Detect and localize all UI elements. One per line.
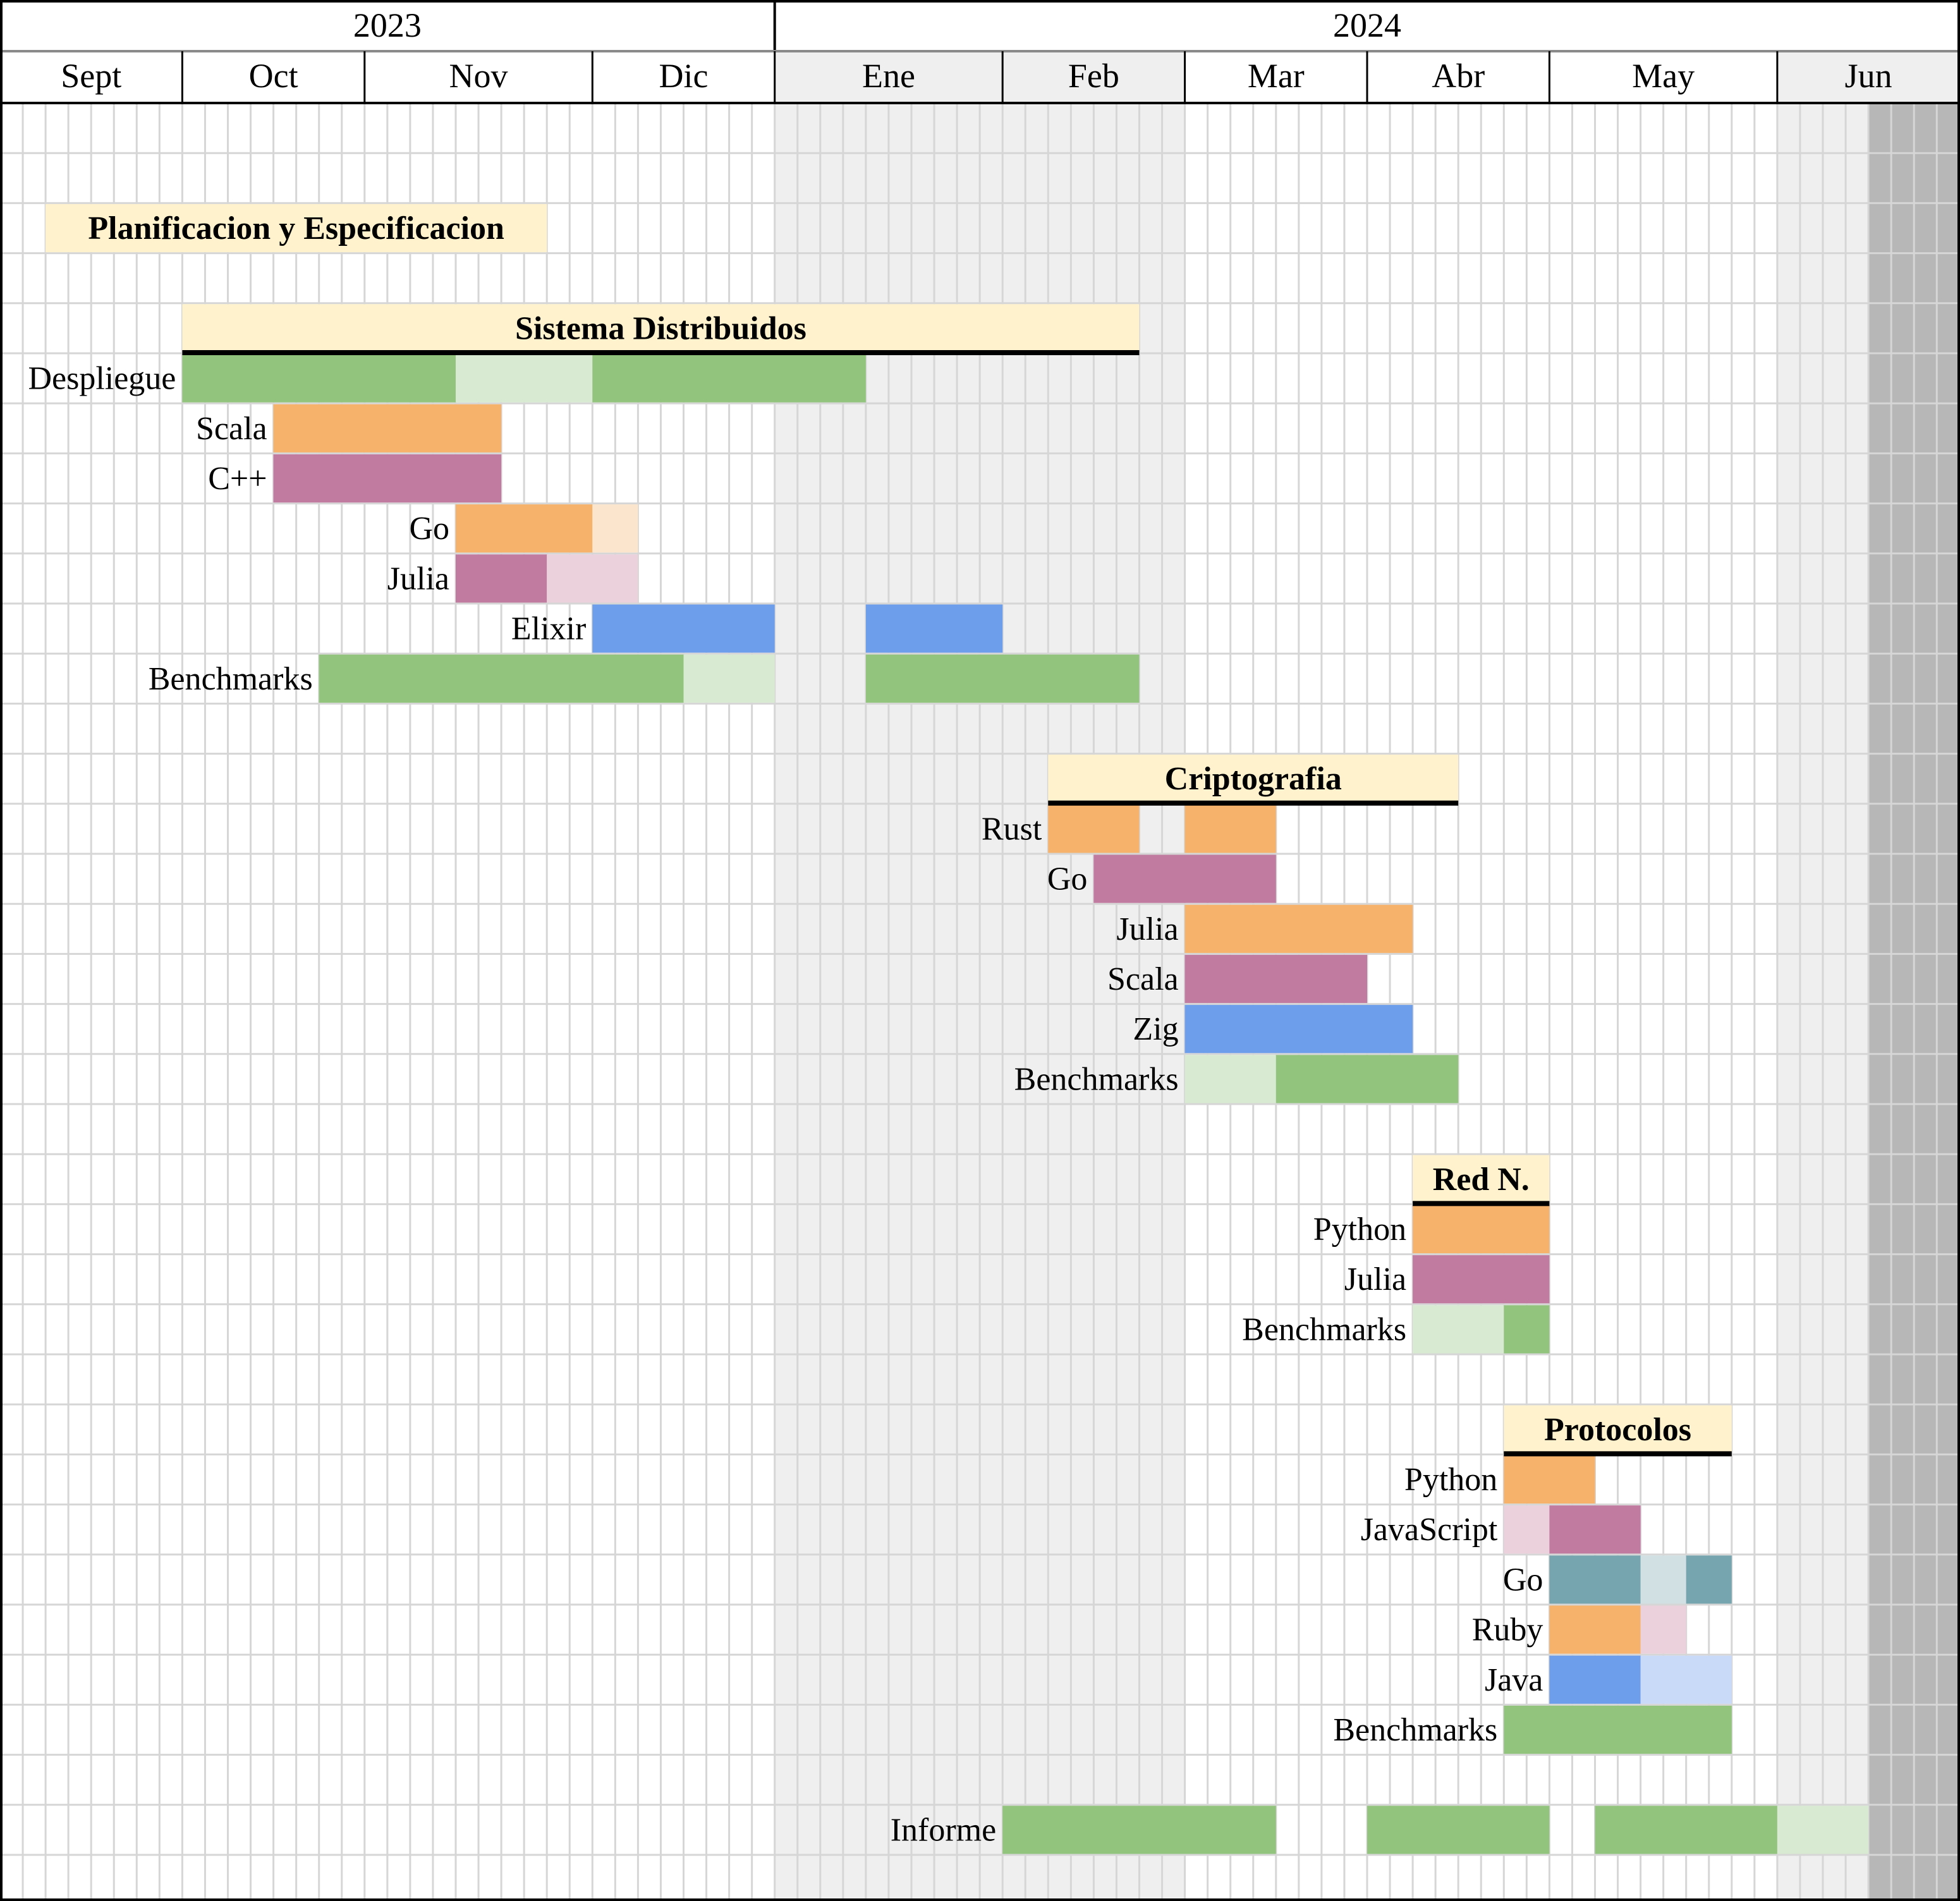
timeline-header: 2023 2024 Sept Oct Nov Dic Ene Feb Mar Abr May Jun	[0, 0, 1960, 104]
task-label: Python	[1313, 1212, 1406, 1248]
task-bar	[1184, 954, 1367, 1004]
section-title: Sistema Distribuidos	[515, 310, 807, 346]
month-label: May	[1632, 57, 1695, 95]
task-label: JavaScript	[1361, 1512, 1498, 1548]
task-label: Scala	[196, 411, 267, 447]
task-bar	[456, 354, 593, 403]
task-bar	[592, 604, 775, 653]
task-bars	[182, 354, 1869, 1854]
month-label: Oct	[249, 57, 298, 95]
month-label: Sept	[61, 57, 121, 95]
task-label: Scala	[1107, 961, 1179, 997]
task-bar	[1549, 1505, 1641, 1554]
task-label: Despliegue	[28, 361, 176, 397]
task-label: C++	[208, 461, 267, 497]
section-title: Red N.	[1433, 1162, 1530, 1198]
task-bar	[1549, 1605, 1641, 1654]
task-bar	[1595, 1806, 1777, 1854]
task-bar	[1549, 1555, 1641, 1604]
task-label: Elixir	[511, 611, 586, 647]
task-label: Julia	[1116, 911, 1178, 947]
task-bar	[1413, 1205, 1550, 1254]
task-bar	[273, 454, 502, 503]
month-label: Nov	[449, 57, 508, 95]
section-headers: Planificacion y Especificacion Sistema Di…	[46, 203, 1732, 1457]
task-bar	[319, 654, 684, 703]
year-label: 2024	[1333, 6, 1401, 44]
task-bar	[592, 504, 638, 553]
task-bar	[1413, 1255, 1550, 1304]
task-bar	[1093, 854, 1276, 903]
month-label: Ene	[862, 57, 915, 95]
month-label: Feb	[1068, 57, 1119, 95]
task-label: Java	[1485, 1662, 1543, 1698]
month-label: Dic	[659, 57, 709, 95]
task-bar	[1640, 1555, 1686, 1604]
section-header-bg	[46, 203, 547, 253]
task-bar	[1640, 1655, 1732, 1704]
task-bar	[1413, 1305, 1504, 1354]
task-bar	[547, 554, 638, 603]
task-bar	[456, 504, 593, 553]
task-label: Benchmarks	[1333, 1712, 1497, 1748]
task-bar	[865, 604, 1003, 653]
month-label: Mar	[1248, 57, 1305, 95]
section-header-bg	[1504, 1405, 1732, 1454]
task-bar	[1184, 805, 1276, 853]
task-label: Go	[409, 511, 449, 547]
task-label: Zig	[1133, 1011, 1178, 1047]
section-header-bg	[1413, 1155, 1550, 1203]
section-header-bg	[182, 304, 1140, 353]
task-bar	[1002, 1806, 1276, 1854]
task-bar	[1184, 1055, 1276, 1103]
task-bar	[456, 554, 547, 603]
task-bar	[1549, 1655, 1641, 1704]
section-title: Planificacion y Especificacion	[88, 210, 504, 246]
task-bar	[273, 404, 502, 452]
task-bar	[1686, 1555, 1732, 1604]
task-label: Julia	[1344, 1261, 1406, 1297]
month-label: Jun	[1845, 57, 1892, 95]
task-bar	[1640, 1605, 1686, 1654]
task-labels: Despliegue Scala C++ Go Julia Elixir Benchmark…	[28, 361, 1543, 1849]
year-label: 2023	[353, 6, 422, 44]
month-label: Abr	[1432, 57, 1485, 95]
task-bar	[1275, 1055, 1459, 1103]
task-label: Go	[1047, 861, 1088, 897]
task-bar	[1367, 1806, 1550, 1854]
task-label: Benchmarks	[1242, 1311, 1406, 1347]
task-bar	[1504, 1505, 1550, 1554]
task-label: Python	[1404, 1462, 1497, 1498]
task-bar	[1184, 904, 1413, 953]
task-bar	[1504, 1305, 1550, 1354]
task-bar	[182, 354, 456, 403]
section-header-bg	[1048, 755, 1459, 803]
task-bar	[1504, 1705, 1732, 1754]
task-bar	[1184, 1005, 1413, 1054]
task-label: Benchmarks	[1014, 1061, 1179, 1097]
section-title: Protocolos	[1544, 1412, 1691, 1448]
task-bar	[1048, 805, 1140, 853]
task-label: Rust	[982, 811, 1042, 847]
task-label: Go	[1503, 1562, 1543, 1598]
task-bar	[592, 354, 866, 403]
task-label: Informe	[891, 1812, 996, 1848]
task-label: Ruby	[1472, 1612, 1543, 1648]
task-label: Julia	[387, 561, 449, 597]
section-title: Criptografia	[1165, 761, 1342, 797]
task-bar	[865, 654, 1140, 703]
task-label: Benchmarks	[149, 661, 313, 697]
task-bar	[1777, 1806, 1869, 1854]
year-band	[0, 0, 1960, 52]
task-bar	[683, 654, 775, 703]
task-bar	[1504, 1455, 1595, 1504]
